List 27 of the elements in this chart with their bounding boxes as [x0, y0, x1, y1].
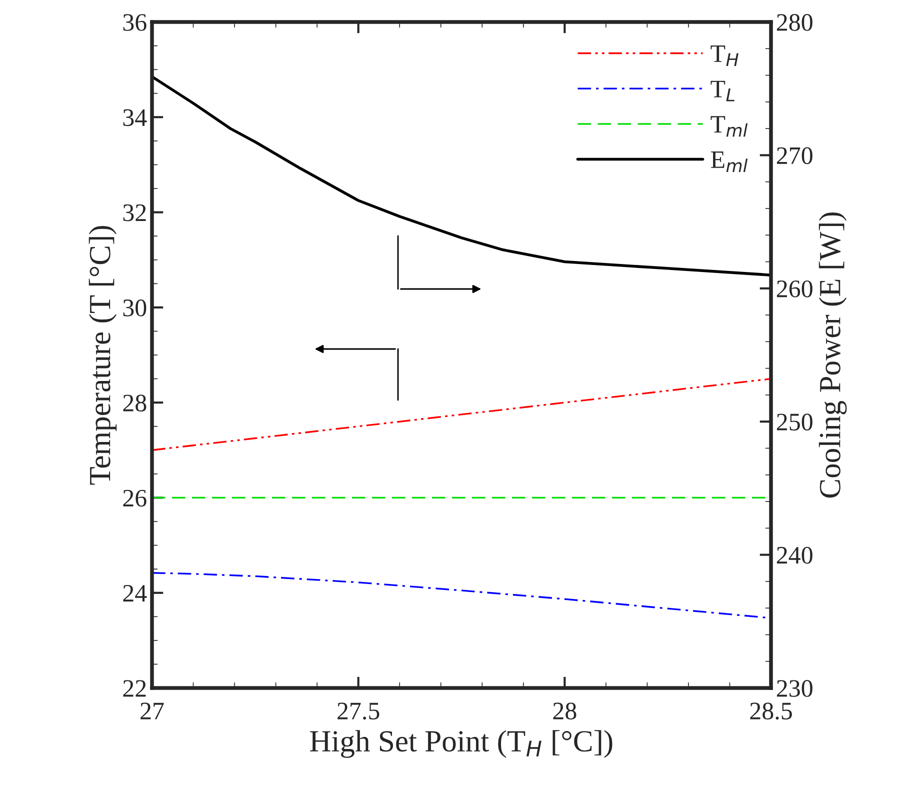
- legend-label: T$_{H}$: [710, 46, 738, 66]
- x-tick-label: 27.5: [338, 702, 380, 720]
- legend-label: T$_{L}$: [710, 80, 734, 102]
- y-tick-label: 24: [123, 584, 147, 602]
- y-tick-label: 28: [123, 394, 146, 412]
- x-tick-label: 28: [553, 702, 576, 720]
- legend-label: T$_{ml}$: [710, 116, 748, 137]
- y-tick-label: 22: [123, 680, 146, 697]
- x-axis-title: High Set Point (T$_{H}$ [°C]): [310, 730, 612, 758]
- y-axis-title: Temperature (T [°C]): [88, 226, 117, 485]
- y-tick-label: 30: [123, 299, 146, 316]
- y2-axis-title: Cooling Power (E [W]): [818, 212, 847, 498]
- x-tick-label: 28.5: [750, 702, 792, 720]
- y-tick-label: 32: [123, 204, 146, 222]
- y-tick-label: 26: [123, 490, 146, 507]
- y2-tick-label: 270: [776, 147, 812, 164]
- y2-tick-label: 240: [776, 546, 812, 564]
- line-series: [152, 378, 771, 451]
- x-tick-label: 27: [140, 702, 164, 720]
- y2-tick-label: 280: [776, 14, 812, 31]
- y2-tick-label: 260: [776, 280, 812, 298]
- y2-tick-label: 230: [776, 680, 812, 697]
- legend-label: E$_{ml}$: [710, 151, 748, 172]
- y-tick-label: 36: [123, 14, 146, 31]
- y-tick-label: 34: [123, 109, 147, 126]
- line-series: [152, 75, 771, 276]
- y2-tick-label: 250: [776, 414, 812, 431]
